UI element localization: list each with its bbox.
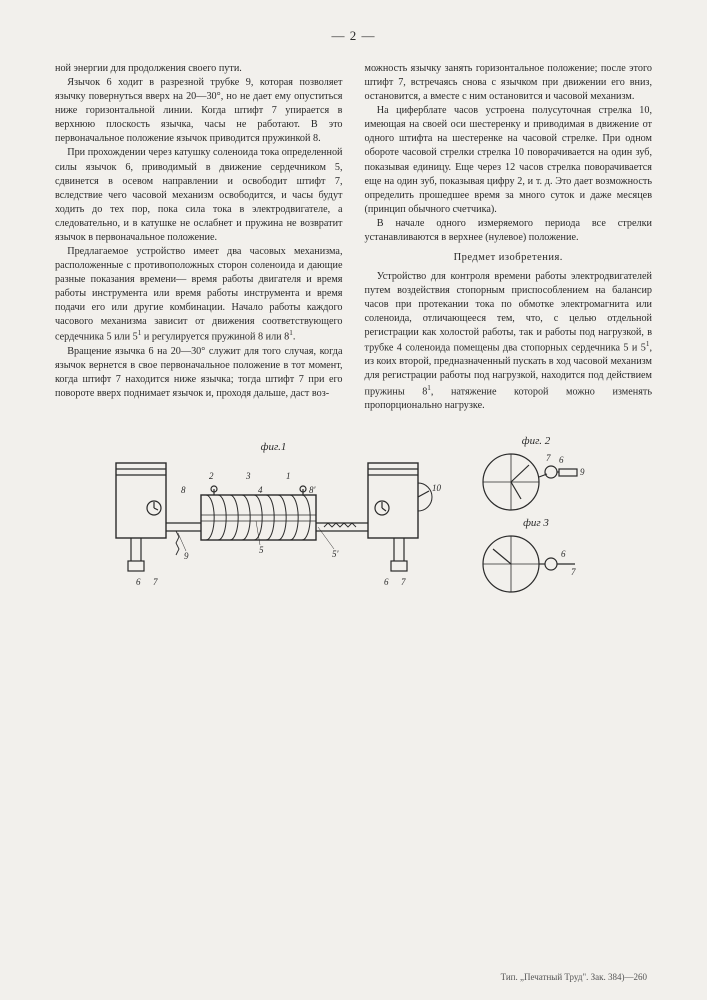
figure-2-3-stack: фиг. 2 7 6 9 xyxy=(471,435,601,599)
svg-text:8': 8' xyxy=(309,485,317,495)
figure-3: фиг 3 6 7 xyxy=(471,517,601,599)
svg-text:9: 9 xyxy=(580,467,585,477)
svg-text:9: 9 xyxy=(184,551,189,561)
svg-text:7: 7 xyxy=(571,567,576,577)
left-p4-b: и регулируется пружиной 8 или 8 xyxy=(141,332,289,343)
printer-footer: Тип. „Печатный Труд". Зак. 384)—260 xyxy=(501,972,647,982)
page-number: — 2 — xyxy=(55,28,652,44)
right-p4-a: Устройство для контроля времени работы э… xyxy=(365,271,653,354)
fig1-label: фиг.1 xyxy=(106,441,441,453)
right-column: можность язычку занять горизонтальное по… xyxy=(365,62,653,413)
svg-text:7: 7 xyxy=(153,577,158,587)
svg-text:5': 5' xyxy=(332,549,340,559)
left-column: ной энергии для продолжения своего пути.… xyxy=(55,62,343,413)
svg-text:6: 6 xyxy=(384,577,389,587)
svg-text:4: 4 xyxy=(258,485,263,495)
svg-text:6: 6 xyxy=(559,455,564,465)
svg-text:10: 10 xyxy=(432,483,441,493)
fig3-svg: 6 7 xyxy=(471,529,601,599)
svg-text:8: 8 xyxy=(181,485,186,495)
svg-text:2: 2 xyxy=(209,471,214,481)
svg-text:6: 6 xyxy=(136,577,141,587)
fig2-label: фиг. 2 xyxy=(471,435,601,447)
left-p2: Язычок 6 ходит в разрезной трубке 9, кот… xyxy=(55,76,343,146)
fig3-label: фиг 3 xyxy=(471,517,601,529)
subject-title: Предмет изобретения. xyxy=(365,251,653,265)
right-p1: можность язычку занять горизонтальное по… xyxy=(365,62,653,104)
left-p5: Вращение язычка 6 на 20—30° служит для т… xyxy=(55,345,343,401)
svg-text:3: 3 xyxy=(245,471,251,481)
svg-text:5: 5 xyxy=(259,545,264,555)
fig1-svg: 8 2 3 4 1 8' 5 9 6 7 5' 6 7 10 xyxy=(106,453,441,593)
svg-text:7: 7 xyxy=(401,577,406,587)
left-p1: ной энергии для продолжения своего пути. xyxy=(55,62,343,76)
text-columns: ной энергии для продолжения своего пути.… xyxy=(55,62,652,413)
svg-text:7: 7 xyxy=(546,453,551,463)
figure-1: фиг.1 xyxy=(106,441,441,593)
right-p2: На циферблате часов устроена полусуточна… xyxy=(365,104,653,217)
svg-text:1: 1 xyxy=(286,471,291,481)
svg-text:6: 6 xyxy=(561,549,566,559)
right-p4: Устройство для контроля времени работы э… xyxy=(365,270,653,414)
left-p4-c: . xyxy=(293,332,296,343)
fig2-svg: 7 6 9 xyxy=(471,447,601,517)
left-p3: При прохождении через катушку соленоида … xyxy=(55,146,343,245)
right-p3: В начале одного измеряемого периода все … xyxy=(365,217,653,245)
left-p4: Предлагаемое устройство имеет два часовы… xyxy=(55,245,343,345)
figures-row: фиг.1 xyxy=(55,435,652,599)
left-p4-a: Предлагаемое устройство имеет два часовы… xyxy=(55,246,343,343)
figure-2: фиг. 2 7 6 9 xyxy=(471,435,601,517)
